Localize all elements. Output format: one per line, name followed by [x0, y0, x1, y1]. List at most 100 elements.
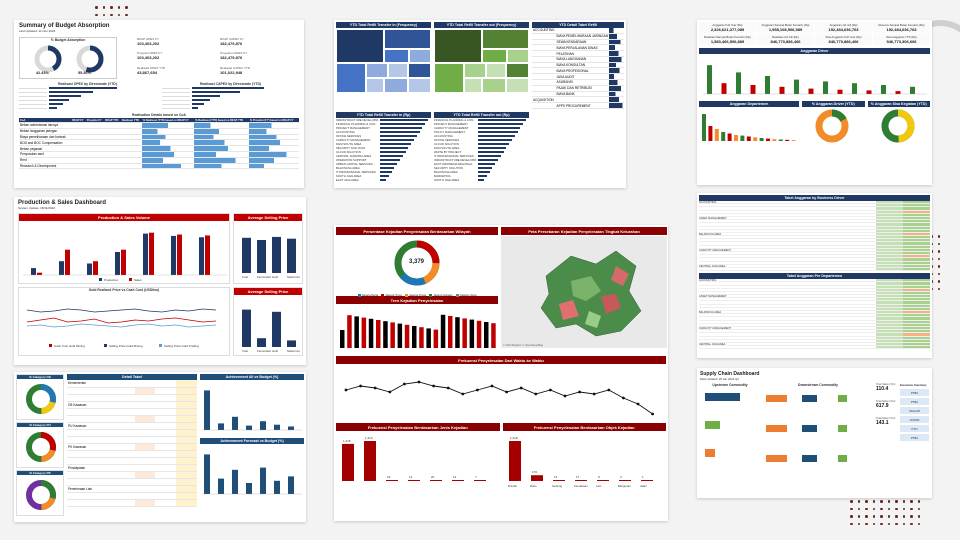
table-row[interactable] — [699, 291, 930, 296]
anggaran-tile[interactable]: Anggaran Full Year (Rp) 2,326,621,377,089… — [697, 20, 932, 185]
table-row[interactable]: Beban pegawai — [19, 145, 299, 152]
table-row[interactable] — [67, 394, 197, 402]
table-row[interactable]: Beban administrasi lainnya — [19, 122, 299, 129]
table-row[interactable] — [67, 457, 197, 465]
table-row[interactable] — [699, 226, 930, 230]
table-row[interactable] — [67, 492, 197, 500]
table-row[interactable]: BOD and BOC Compensation — [19, 139, 299, 147]
summary-item[interactable]: ANTAM — [900, 416, 929, 423]
table-cell — [794, 324, 821, 326]
table-row[interactable] — [699, 307, 930, 311]
table-row[interactable]: BIAYA PROFESIONAL — [532, 67, 624, 75]
table-row[interactable]: ACCOUNTING — [699, 279, 930, 283]
table-row[interactable]: BIAYA PEMELIHARAAN JARINGAN — [532, 33, 624, 40]
table-row[interactable] — [699, 213, 930, 217]
table-row[interactable] — [699, 346, 930, 350]
tabel-anggaran-tile[interactable]: Tabel Anggaran by Business Driver ACCOUN… — [697, 193, 932, 358]
table-row[interactable] — [699, 229, 930, 233]
table-row[interactable] — [699, 317, 930, 321]
table-row[interactable] — [699, 204, 930, 208]
table-row[interactable]: PELATIHAN — [532, 50, 624, 57]
table-row[interactable] — [67, 415, 197, 423]
kejadian-tile[interactable]: Persentase Kejadian Penyelesaian Berdasa… — [334, 225, 668, 521]
table-row[interactable]: CENTRAL JAVA AREA — [699, 342, 930, 347]
summary-item[interactable]: INALUM — [900, 407, 929, 414]
table-row[interactable]: JASA AUDIT — [532, 73, 624, 81]
table-row[interactable]: CENTRAL JAVA AREA — [699, 264, 930, 268]
table-row[interactable]: Penyusutan aset — [19, 151, 299, 158]
table-row[interactable]: BIAYA KONSULTAN — [532, 62, 624, 69]
table-row[interactable]: ACCOUNTING — [532, 28, 624, 34]
table-row[interactable] — [699, 285, 930, 289]
table-row[interactable]: CB Kawasan — [67, 401, 197, 409]
table-row[interactable]: Rent — [19, 157, 299, 164]
production-tile[interactable]: Production & Sales Dashboard System Upda… — [14, 197, 306, 365]
table-row[interactable]: Pendapatan — [67, 464, 197, 472]
summary-item[interactable]: PTBA — [900, 398, 929, 405]
table-row[interactable] — [67, 387, 197, 395]
budget-absorption-tile[interactable]: Summary of Budget Absorption Last Update… — [14, 20, 304, 188]
table-row[interactable] — [699, 336, 930, 340]
table-row[interactable]: Beban langganan jaringan — [19, 128, 299, 135]
table-row[interactable] — [699, 220, 930, 224]
table-row[interactable] — [699, 288, 930, 292]
table-row[interactable] — [67, 478, 197, 486]
table-row[interactable] — [699, 320, 930, 324]
supply-chain-tile[interactable]: Supply Chain Dashboard Data Updated: 25 … — [697, 368, 932, 498]
table-row[interactable] — [699, 323, 930, 327]
summary-item[interactable]: PTBA — [900, 434, 929, 441]
table-row[interactable]: APPS PROCUREMENT — [532, 102, 624, 109]
table-row[interactable]: BIAYA LANGGANAN — [532, 56, 624, 63]
table-row[interactable]: PK Kawasan — [67, 443, 197, 451]
table-row[interactable] — [699, 242, 930, 246]
table-row[interactable] — [699, 333, 930, 337]
table-row[interactable] — [699, 255, 930, 259]
table-row[interactable] — [67, 429, 197, 437]
table-row[interactable] — [699, 245, 930, 249]
refill-tile[interactable]: YTD Total Refill Transfer in (Frequency)… — [334, 20, 626, 188]
table-row[interactable]: CAPACITY MANAGEMENT — [699, 248, 930, 252]
table-row[interactable] — [699, 210, 930, 214]
table-row[interactable] — [699, 314, 930, 318]
table-row[interactable]: PAJAK DAN RETRIBUSI — [532, 85, 624, 92]
table-row[interactable]: Kementerian — [67, 380, 197, 388]
summary-item[interactable]: PTFI — [900, 425, 929, 432]
table-row[interactable]: BALIKNUSA AREA — [699, 311, 930, 315]
table-row[interactable]: ACCOUNTING — [699, 201, 930, 205]
table-row[interactable] — [699, 236, 930, 240]
table-row[interactable] — [699, 252, 930, 256]
table-row[interactable] — [699, 298, 930, 302]
table-row[interactable] — [67, 450, 197, 458]
table-row[interactable] — [699, 258, 930, 262]
table-row[interactable] — [699, 282, 930, 286]
table-row[interactable]: Penerimaan Lain — [67, 485, 197, 493]
table-row[interactable]: ASURANSI — [532, 79, 624, 86]
table-row[interactable]: BIAYA BANK — [532, 91, 624, 98]
table-row[interactable] — [67, 436, 197, 444]
table-row[interactable] — [699, 330, 930, 334]
table-row[interactable] — [699, 339, 930, 343]
summary-item[interactable]: PTBA — [900, 389, 929, 396]
table-row[interactable]: Research & Development — [19, 163, 299, 170]
table-row[interactable]: SEWA KENDARAAN — [532, 39, 624, 46]
table-row[interactable] — [699, 207, 930, 211]
table-row[interactable] — [699, 239, 930, 243]
table-row[interactable]: BIAYA PERJALANAN DINAS — [532, 44, 624, 52]
table-row[interactable]: ACQUISITION — [532, 96, 624, 104]
table-row[interactable] — [67, 499, 197, 507]
category-tile[interactable]: % Category CB% Category PU% Category PK … — [14, 372, 306, 522]
table-row[interactable]: Biaya pemeliharaan dan kontrak — [19, 134, 299, 141]
table-row[interactable]: BALIKNUSA AREA — [699, 232, 930, 237]
table-row[interactable] — [699, 223, 930, 227]
table-row[interactable]: ASSET MANAGEMENT — [699, 216, 930, 221]
table-row[interactable] — [699, 267, 930, 272]
table-row[interactable] — [699, 304, 930, 308]
table-row[interactable] — [699, 301, 930, 305]
table-row[interactable]: CAPACITY MANAGEMENT — [699, 326, 930, 331]
table-row[interactable] — [699, 261, 930, 265]
table-row[interactable] — [67, 471, 197, 479]
table-row[interactable]: PU Kawasan — [67, 422, 197, 430]
table-row[interactable] — [67, 408, 197, 416]
map-area[interactable]: © 2023 Mapbox © OpenStreetMap — [501, 236, 667, 348]
table-row[interactable]: ASSET MANAGEMENT — [699, 295, 930, 299]
